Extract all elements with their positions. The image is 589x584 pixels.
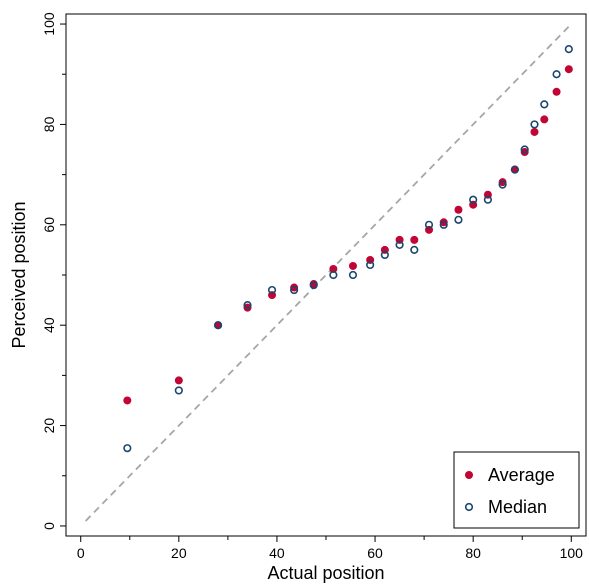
point-average [410, 235, 419, 244]
point-median [552, 70, 561, 79]
x-axis-title: Actual position [267, 563, 384, 583]
point-average [540, 115, 549, 124]
point-median [348, 270, 358, 280]
point-median [454, 215, 463, 224]
reference-diagonal-line [84, 23, 572, 522]
point-median [366, 260, 375, 270]
point-median [267, 285, 277, 295]
x-tick-label: 40 [269, 545, 285, 561]
x-axis: 0 20 40 60 80 100 [77, 536, 583, 561]
legend: Average Median [453, 451, 580, 529]
point-average [123, 396, 132, 405]
point-median [564, 45, 573, 54]
point-median [410, 245, 419, 255]
reference-line-layer [84, 23, 572, 522]
point-median [309, 280, 318, 290]
point-median [424, 220, 434, 229]
y-axis-title: Perceived position [9, 201, 29, 348]
point-average [564, 65, 573, 74]
point-median [213, 321, 223, 330]
y-tick-label: 0 [41, 522, 57, 530]
point-average [174, 376, 183, 385]
x-tick-label: 20 [171, 545, 187, 561]
point-median [520, 145, 529, 154]
x-tick-label: 100 [560, 545, 584, 561]
point-average [454, 205, 463, 214]
point-average [530, 127, 539, 136]
x-tick-label: 80 [465, 545, 481, 561]
point-average [348, 261, 357, 270]
y-tick-label: 80 [41, 116, 57, 132]
y-tick-label: 100 [41, 12, 57, 36]
point-median [243, 301, 252, 310]
legend-box [453, 451, 580, 529]
point-average [552, 87, 561, 96]
point-median [540, 100, 549, 109]
legend-label-average: Average [488, 465, 555, 485]
point-median [174, 386, 183, 395]
point-median [439, 220, 448, 229]
y-tick-label: 40 [41, 317, 57, 333]
point-median [380, 250, 389, 260]
y-tick-label: 20 [41, 418, 57, 434]
x-tick-label: 60 [367, 545, 383, 561]
point-median [469, 195, 478, 204]
y-axis: 0 20 40 60 80 100 [41, 12, 66, 530]
point-median [329, 270, 338, 280]
data-points [123, 45, 573, 453]
plot-frame [65, 13, 587, 537]
point-median [530, 120, 539, 129]
point-median [510, 165, 519, 174]
legend-marker-average [465, 471, 473, 479]
x-tick-label: 0 [77, 545, 85, 561]
point-average [329, 264, 338, 273]
point-median [123, 444, 132, 453]
point-median [498, 180, 507, 189]
point-median [290, 285, 299, 295]
point-median [483, 195, 492, 204]
y-tick-label: 60 [41, 217, 57, 233]
legend-marker-median [464, 502, 474, 512]
point-median [395, 240, 404, 249]
legend-label-median: Median [488, 497, 547, 517]
